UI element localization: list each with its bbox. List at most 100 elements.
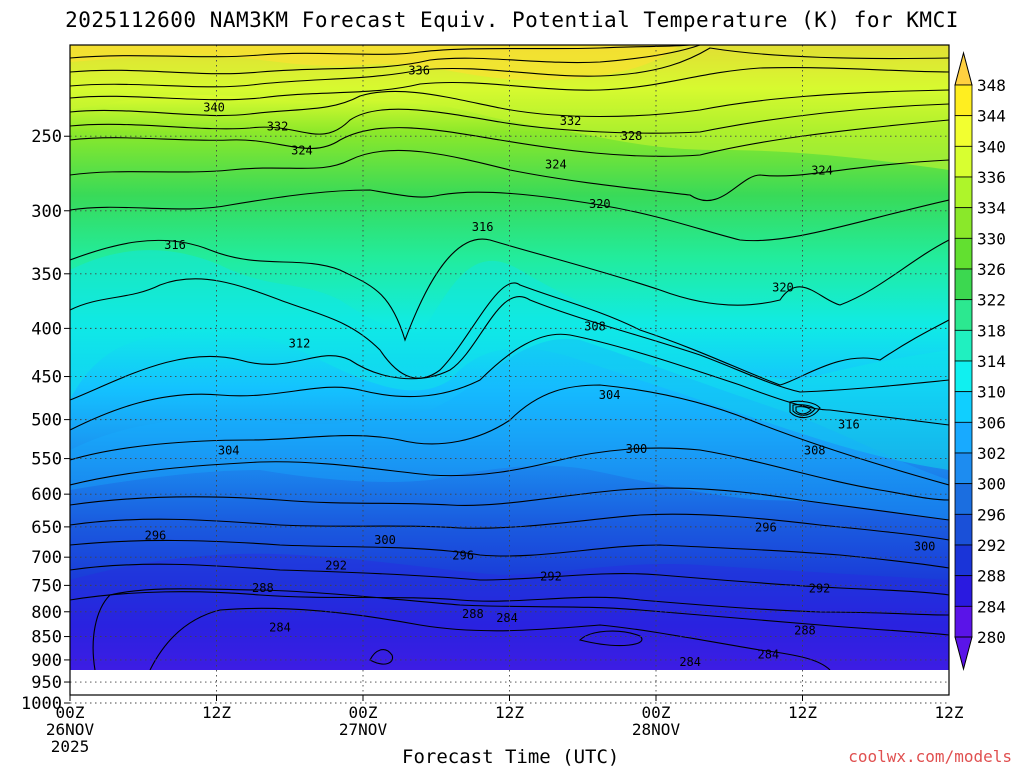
colorbar-label: 344 [977, 107, 1006, 126]
y-tick-label: 700 [31, 548, 62, 568]
colorbar-segment [954, 513, 973, 546]
x-tick-label: 00Z [642, 703, 671, 722]
contour-label: 292 [809, 582, 831, 596]
colorbar-segment [954, 391, 973, 423]
contour-label: 316 [472, 220, 494, 234]
colorbar-label: 336 [977, 168, 1006, 187]
colorbar-segment [954, 207, 973, 239]
colorbar-segment [954, 145, 973, 178]
contour-labels: 336 340 332 332 328 324 324 324 320 316 316 320 308 3… [145, 64, 936, 669]
y-tick-label: 650 [31, 518, 62, 538]
contour-label: 316 [838, 417, 860, 431]
x-tick-label: 12Z [202, 703, 231, 722]
colorbar-label: 300 [977, 475, 1006, 494]
colorbar-segment [954, 329, 973, 362]
contour-label: 296 [145, 529, 167, 543]
colorbar-segment [954, 268, 973, 301]
colorbar-segment [954, 299, 973, 331]
y-tick-label: 900 [31, 651, 62, 671]
colorbar: 348 344 340 336 334 330 326 322 318 314 310 306 302 3… [954, 51, 1006, 671]
y-tick-label: 550 [31, 450, 62, 470]
contour-label: 288 [252, 581, 274, 595]
colorbar-segment [954, 84, 973, 117]
colorbar-label: 348 [977, 76, 1006, 95]
contour-label: 304 [218, 443, 240, 457]
contour-lines [70, 45, 949, 670]
colorbar-label: 280 [977, 628, 1006, 647]
colorbar-label: 318 [977, 321, 1006, 340]
colorbar-segment [954, 360, 973, 393]
y-tick-label: 950 [31, 673, 62, 693]
colorbar-label: 296 [977, 505, 1006, 524]
contour-label: 316 [164, 238, 186, 252]
contour-label: 284 [269, 620, 291, 634]
y-tick-label: 750 [31, 576, 62, 596]
contour-label: 340 [203, 100, 225, 114]
colorbar-segment [954, 115, 973, 147]
contour-label: 300 [626, 442, 648, 456]
contour-label: 300 [374, 533, 396, 547]
contour-label: 324 [811, 164, 833, 178]
colorbar-label: 310 [977, 383, 1006, 402]
credit-link[interactable]: coolwx.com/models [848, 747, 1012, 766]
colorbar-label: 330 [977, 229, 1006, 248]
contour-label: 308 [804, 443, 826, 457]
colorbar-segment [954, 544, 973, 577]
x-tick-label: 28NOV [632, 720, 681, 739]
x-tick-label: 27NOV [339, 720, 388, 739]
y-axis-ticks: 250 300 350 400 450 500 550 600 650 700 750 800 850 9… [21, 127, 70, 714]
y-tick-label: 450 [31, 368, 62, 388]
colorbar-segment [954, 605, 973, 638]
x-tick-label: 00Z [56, 703, 85, 722]
x-tick-label: 12Z [788, 703, 817, 722]
grid-lines [70, 45, 949, 704]
colorbar-label: 334 [977, 199, 1006, 218]
contour-label: 296 [755, 521, 777, 535]
colorbar-label: 326 [977, 260, 1006, 279]
y-tick-label: 800 [31, 603, 62, 623]
x-tick-label: 00Z [349, 703, 378, 722]
x-tick-label: 12Z [495, 703, 524, 722]
contour-label: 284 [496, 611, 518, 625]
contour-label: 320 [772, 281, 794, 295]
colorbar-bottom-arrow [954, 636, 973, 671]
y-tick-label: 250 [31, 127, 62, 147]
y-tick-label: 600 [31, 485, 62, 505]
colorbar-segment [954, 452, 973, 485]
x-tick-label: 26NOV [46, 720, 95, 739]
contour-label: 284 [757, 647, 779, 661]
contour-label: 288 [462, 607, 484, 621]
contour-label: 288 [794, 623, 816, 637]
colorbar-label: 340 [977, 137, 1006, 156]
colorbar-segment [954, 421, 973, 454]
y-tick-label: 500 [31, 411, 62, 431]
chart-title: 2025112600 NAM3KM Forecast Equiv. Potent… [65, 8, 959, 32]
y-tick-label: 850 [31, 628, 62, 648]
y-tick-label: 350 [31, 265, 62, 285]
colorbar-segment [954, 575, 973, 607]
colorbar-label: 288 [977, 567, 1006, 586]
y-tick-label: 300 [31, 202, 62, 222]
contour-label: 328 [621, 129, 643, 143]
colorbar-label: 284 [977, 597, 1006, 616]
x-axis-label: Forecast Time (UTC) [402, 746, 620, 768]
contour-label: 292 [540, 570, 562, 584]
contour-label: 296 [452, 548, 474, 562]
colorbar-label: 306 [977, 413, 1006, 432]
shaded-bands [70, 45, 949, 670]
y-tick-label: 1000 [21, 694, 62, 714]
contour-label: 332 [560, 114, 582, 128]
colorbar-segment [954, 237, 973, 270]
colorbar-label: 322 [977, 291, 1006, 310]
contour-label: 320 [589, 197, 611, 211]
colorbar-label: 292 [977, 536, 1006, 555]
colorbar-segment [954, 176, 973, 209]
colorbar-label: 302 [977, 444, 1006, 463]
contour-label: 332 [267, 119, 289, 133]
colorbar-segment [954, 483, 973, 515]
contour-label: 336 [408, 64, 430, 78]
contour-label: 308 [584, 319, 606, 333]
contour-label: 312 [289, 336, 311, 350]
